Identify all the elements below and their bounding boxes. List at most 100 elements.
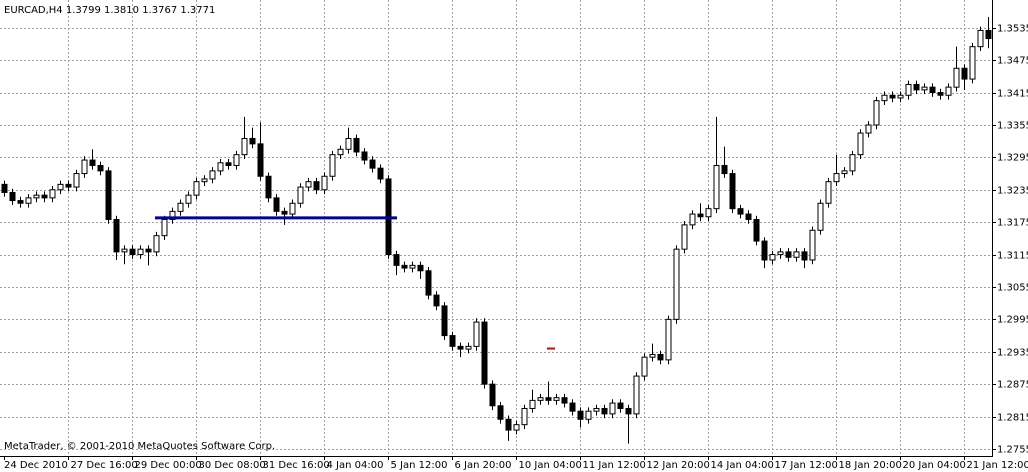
candle-body bbox=[441, 305, 448, 337]
candle-body bbox=[617, 402, 624, 409]
candle-body bbox=[585, 410, 592, 420]
candle-body bbox=[153, 235, 160, 253]
x-tick-label: 5 Jan 12:00 bbox=[391, 460, 448, 471]
candle-body bbox=[17, 200, 24, 204]
candle-body bbox=[513, 424, 520, 431]
candle-body bbox=[625, 407, 632, 415]
chart-title: EURCAD,H4 1.3799 1.3810 1.3767 1.3771 bbox=[4, 5, 215, 16]
candle-body bbox=[161, 218, 168, 237]
candle-body bbox=[57, 183, 64, 191]
candle-body bbox=[721, 164, 728, 175]
candle-body bbox=[217, 162, 224, 172]
y-tick-label: 1.2755 bbox=[997, 445, 1028, 456]
candle-body bbox=[121, 248, 128, 253]
y-tick-label: 1.3115 bbox=[997, 251, 1028, 262]
candle-body bbox=[457, 345, 464, 350]
candle-body bbox=[465, 345, 472, 350]
candle-body bbox=[505, 418, 512, 431]
candle-body bbox=[289, 202, 296, 215]
candle-body bbox=[897, 94, 904, 99]
x-tick-label: 20 Jan 04:00 bbox=[903, 460, 966, 471]
candle-body bbox=[73, 173, 80, 188]
candle-body bbox=[321, 175, 328, 191]
candle-body bbox=[889, 94, 896, 99]
candle-body bbox=[521, 407, 528, 426]
candle-body bbox=[825, 181, 832, 204]
y-tick-label: 1.2935 bbox=[997, 348, 1028, 359]
candle-body bbox=[609, 402, 616, 415]
x-tick-label: 6 Jan 20:00 bbox=[455, 460, 512, 471]
candle-body bbox=[769, 254, 776, 261]
x-tick-label: 21 Jan 12:00 bbox=[967, 460, 1028, 471]
candle-body bbox=[777, 251, 784, 256]
candle-body bbox=[857, 132, 864, 156]
candle-body bbox=[985, 29, 992, 40]
candle-body bbox=[65, 183, 72, 188]
candle-body bbox=[25, 197, 32, 204]
candle-body bbox=[417, 264, 424, 272]
candle-body bbox=[593, 407, 600, 412]
candle-body bbox=[921, 86, 928, 91]
candle-body bbox=[705, 208, 712, 218]
candle-body bbox=[873, 100, 880, 126]
y-tick-label: 1.2995 bbox=[997, 315, 1028, 326]
candle-body bbox=[865, 124, 872, 134]
y-tick-label: 1.3475 bbox=[997, 56, 1028, 67]
candle-body bbox=[233, 154, 240, 166]
candle-body bbox=[913, 83, 920, 91]
candle-body bbox=[545, 397, 552, 401]
x-tick-label: 31 Dec 16:00 bbox=[263, 460, 330, 471]
candle-body bbox=[401, 264, 408, 269]
candle-body bbox=[753, 218, 760, 242]
candle-body bbox=[169, 210, 176, 220]
candle-body bbox=[577, 410, 584, 420]
x-tick-label: 30 Dec 08:00 bbox=[199, 460, 266, 471]
candle-body bbox=[601, 407, 608, 415]
candle-body bbox=[209, 170, 216, 180]
candle-body bbox=[817, 202, 824, 231]
candle-body bbox=[225, 162, 232, 166]
candle-body bbox=[681, 224, 688, 250]
candle-body bbox=[633, 375, 640, 415]
candle-body bbox=[841, 170, 848, 175]
y-tick-label: 1.3235 bbox=[997, 186, 1028, 197]
candle-body bbox=[673, 248, 680, 320]
candle-body bbox=[81, 159, 88, 175]
candle-body bbox=[489, 383, 496, 407]
candle-body bbox=[265, 175, 272, 199]
candle-body bbox=[929, 86, 936, 94]
candle-body bbox=[137, 248, 144, 256]
candle-body bbox=[249, 137, 256, 145]
x-tick-label: 14 Jan 04:00 bbox=[711, 460, 774, 471]
candle-body bbox=[393, 254, 400, 266]
candle-body bbox=[1, 183, 8, 193]
candle-body bbox=[329, 154, 336, 177]
candle-body bbox=[881, 94, 888, 102]
candle-body bbox=[537, 397, 544, 401]
candle-body bbox=[745, 213, 752, 220]
x-tick-label: 24 Dec 2010 bbox=[4, 460, 68, 471]
candle-body bbox=[497, 405, 504, 420]
candle-body bbox=[473, 321, 480, 347]
y-tick-label: 1.3175 bbox=[997, 218, 1028, 229]
candle-body bbox=[849, 154, 856, 172]
x-tick-label: 18 Jan 20:00 bbox=[839, 460, 902, 471]
x-tick-label: 10 Jan 04:00 bbox=[519, 460, 582, 471]
candle-body bbox=[281, 210, 288, 215]
x-tick-label: 11 Jan 12:00 bbox=[583, 460, 646, 471]
candle-body bbox=[945, 86, 952, 96]
candle-body bbox=[425, 270, 432, 296]
candle-body bbox=[657, 353, 664, 361]
candle-body bbox=[97, 164, 104, 172]
candle-body bbox=[345, 137, 352, 150]
candle-body bbox=[129, 248, 136, 256]
candle-body bbox=[641, 356, 648, 377]
candle-body bbox=[9, 191, 16, 202]
candle-body bbox=[177, 202, 184, 212]
candle-body bbox=[257, 143, 264, 177]
candle-body bbox=[297, 186, 304, 204]
y-tick-label: 1.3355 bbox=[997, 121, 1028, 132]
x-tick-label: 12 Jan 20:00 bbox=[647, 460, 710, 471]
candle-body bbox=[481, 321, 488, 385]
